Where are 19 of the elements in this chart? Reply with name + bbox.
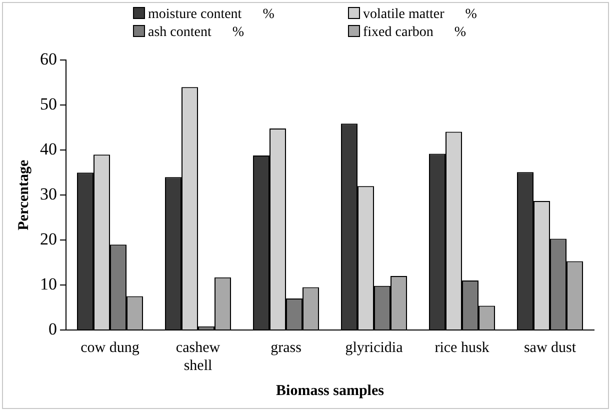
x-tick-label: cashew shell [176, 340, 220, 374]
legend-label: moisture content % [147, 7, 276, 23]
x-axis-title: Biomass samples [276, 382, 384, 399]
x-tick-label: saw dust [524, 340, 577, 356]
y-axis-title: Percentage [16, 160, 32, 230]
y-tick-label: 0 [48, 319, 57, 338]
legend-label: ash content % [147, 25, 246, 41]
x-tick-label: glyricidia [345, 340, 404, 356]
y-tick-label: 10 [40, 274, 57, 294]
x-tick-label: grass [270, 340, 302, 356]
y-tick-label: 40 [40, 140, 57, 159]
x-tick-label: cow dung [80, 340, 140, 356]
y-tick-label: 20 [40, 230, 57, 249]
legend-label: fixed carbon % [362, 25, 468, 41]
y-tick-label: 50 [40, 94, 57, 114]
x-tick-label: rice husk [434, 340, 490, 356]
legend-label: volatile matter % [362, 7, 478, 23]
y-tick-label: 30 [40, 184, 57, 204]
y-tick-label: 60 [40, 50, 57, 69]
